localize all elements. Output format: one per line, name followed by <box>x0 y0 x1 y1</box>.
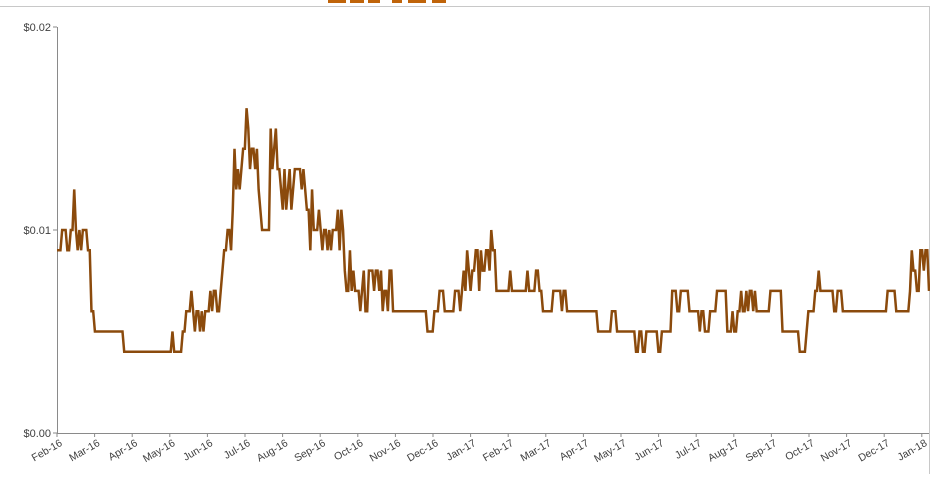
x-tick-label: Sep-17 <box>744 437 779 464</box>
x-tick-label: Aug-17 <box>706 437 741 464</box>
x-tick-label: Oct-17 <box>783 437 816 463</box>
title-fragment <box>328 0 446 3</box>
plot-area <box>57 108 930 354</box>
x-tick-label: Nov-16 <box>368 437 403 464</box>
x-tick-label: Dec-16 <box>405 437 440 464</box>
y-tick-label: $0.00 <box>23 428 51 440</box>
x-tick-label: Feb-16 <box>30 437 65 464</box>
x-tick-label: Apr-17 <box>558 437 591 463</box>
x-axis: Feb-16 Mar-16 Apr-16 May-16 Jun-16 Jul-16 Aug-… <box>30 433 929 465</box>
x-tick-label: Sep-16 <box>292 437 327 464</box>
x-tick-label: Jun-17 <box>632 437 666 464</box>
x-tick-label: Jul-16 <box>222 437 253 462</box>
x-tick-label: Mar-17 <box>518 437 553 464</box>
x-tick-label: May-17 <box>592 437 628 465</box>
x-tick-label: Jan-18 <box>895 437 929 464</box>
series-line <box>57 108 930 354</box>
x-tick-label: Feb-17 <box>481 437 516 464</box>
x-tick-label: Jul-17 <box>673 437 704 462</box>
x-tick-label: Aug-16 <box>255 437 290 464</box>
x-tick-label: May-16 <box>141 437 177 465</box>
x-tick-label: Oct-16 <box>332 437 365 463</box>
x-tick-label: Apr-16 <box>106 437 139 463</box>
x-tick-label: Dec-17 <box>856 437 891 464</box>
x-tick-label: Mar-16 <box>67 437 102 464</box>
x-tick-label: Jun-16 <box>181 437 215 464</box>
y-tick-label: $0.01 <box>23 225 51 237</box>
y-axis: $0.00 $0.01 $0.02 <box>23 22 58 440</box>
x-tick-label: Nov-17 <box>819 437 854 464</box>
x-tick-label: Jan-17 <box>444 437 478 464</box>
y-tick-label: $0.02 <box>23 22 51 34</box>
